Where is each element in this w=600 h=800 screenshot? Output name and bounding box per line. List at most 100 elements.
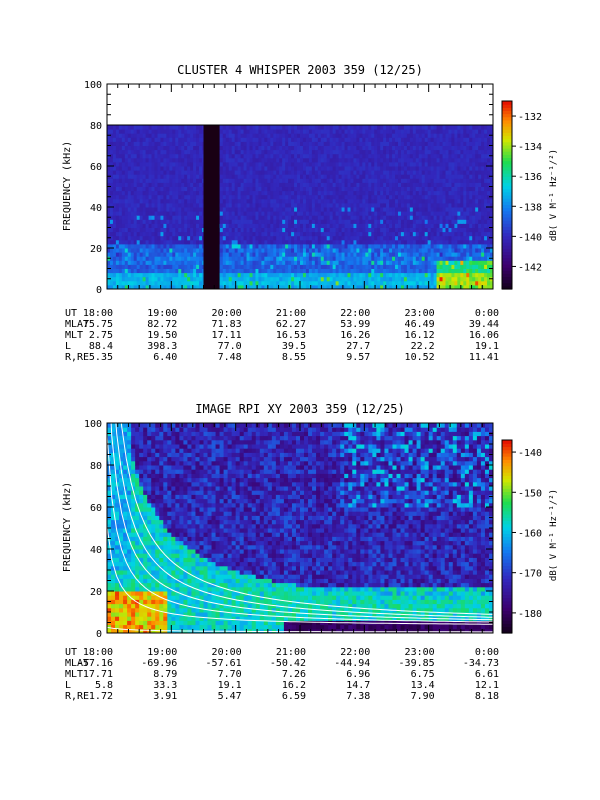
whisper-spectrogram-cell (383, 157, 387, 163)
whisper-spectrogram-cell (386, 207, 390, 212)
whisper-spectrogram-cell (109, 170, 114, 175)
whisper-spectrogram-cell (308, 231, 313, 237)
whisper-spectrogram-cell (222, 272, 227, 278)
whisper-spectrogram-cell (181, 178, 185, 183)
whisper-spectrogram-cell (386, 161, 390, 167)
whisper-spectrogram-cell (442, 149, 446, 155)
whisper-spectrogram-cell (139, 215, 144, 220)
whisper-spectrogram-cell (297, 174, 301, 179)
whisper-spectrogram-cell (356, 252, 360, 257)
whisper-spectrogram-cell (371, 198, 375, 204)
whisper-spectrogram-cell (154, 219, 158, 224)
whisper-spectrogram-cell (332, 161, 337, 167)
whisper-spectrogram-cell (329, 219, 334, 224)
whisper-spectrogram-cell (406, 284, 411, 289)
whisper-spectrogram-cell (347, 133, 351, 138)
whisper-spectrogram-cell (199, 256, 203, 261)
whisper-spectrogram-cell (436, 149, 441, 155)
whisper-spectrogram-cell (107, 137, 111, 142)
whisper-spectrogram-cell (187, 264, 191, 269)
whisper-spectrogram-cell (145, 211, 150, 216)
whisper-spectrogram-cell (415, 174, 420, 179)
whisper-spectrogram-cell (181, 133, 185, 138)
whisper-spectrogram-cell (418, 170, 423, 175)
whisper-spectrogram-cell (107, 186, 111, 192)
whisper-spectrogram-cell (264, 133, 268, 138)
whisper-spectrogram-cell (243, 182, 248, 187)
whisper-spectrogram-cell (415, 202, 420, 208)
whisper-spectrogram-cell (362, 153, 366, 159)
whisper-spectrogram-cell (353, 256, 357, 261)
whisper-spectrogram-cell (163, 133, 167, 138)
whisper-spectrogram-cell (409, 149, 414, 155)
whisper-spectrogram-cell (359, 256, 363, 261)
whisper-spectrogram-cell (157, 268, 161, 274)
whisper-spectrogram-cell (326, 141, 331, 146)
whisper-spectrogram-cell (121, 231, 126, 237)
whisper-spectrogram-cell (451, 157, 455, 163)
whisper-spectrogram-cell (240, 157, 245, 163)
whisper-spectrogram-cell (285, 280, 289, 286)
whisper-spectrogram-cell (320, 141, 325, 146)
whisper-spectrogram-cell (397, 219, 402, 224)
whisper-spectrogram-cell (240, 166, 245, 171)
whisper-spectrogram-cell (190, 129, 194, 134)
whisper-spectrogram-cell (421, 145, 426, 151)
whisper-spectrogram-cell (359, 182, 363, 187)
whisper-spectrogram-cell (225, 211, 230, 216)
whisper-spectrogram-cell (246, 252, 251, 257)
whisper-spectrogram-cell (427, 243, 432, 249)
whisper-spectrogram-cell (297, 149, 301, 155)
whisper-spectrogram-cell (228, 198, 233, 204)
whisper-spectrogram-cell (433, 252, 438, 257)
whisper-spectrogram-cell (356, 264, 360, 269)
whisper-spectrogram-cell (118, 149, 123, 155)
whisper-spectrogram-cell (436, 161, 441, 167)
whisper-spectrogram-cell (460, 137, 464, 142)
whisper-spectrogram-cell (424, 260, 429, 265)
whisper-spectrogram-cell (377, 129, 381, 134)
whisper-spectrogram-cell (219, 231, 224, 237)
whisper-spectrogram-cell (350, 190, 354, 196)
whisper-spectrogram-cell (344, 207, 349, 212)
whisper-spectrogram-cell (317, 166, 322, 171)
whisper-spectrogram-cell (392, 268, 396, 274)
whisper-spectrogram-cell (362, 190, 366, 196)
whisper-spectrogram-cell (187, 272, 191, 278)
whisper-spectrogram-cell (231, 153, 236, 159)
whisper-spectrogram-cell (427, 166, 432, 171)
whisper-spectrogram-cell (338, 194, 343, 200)
whisper-spectrogram-cell (448, 157, 452, 163)
whisper-spectrogram-cell (392, 153, 396, 159)
whisper-spectrogram-cell (439, 268, 444, 274)
whisper-spectrogram-cell (246, 174, 251, 179)
whisper-spectrogram-cell (181, 260, 185, 265)
whisper-spectrogram-cell (356, 133, 360, 138)
whisper-spectrogram-cell (109, 129, 114, 134)
whisper-spectrogram-cell (276, 125, 280, 130)
whisper-spectrogram-cell (240, 264, 245, 269)
whisper-spectrogram-cell (415, 198, 420, 204)
whisper-spectrogram-cell (317, 198, 322, 204)
whisper-spectrogram-cell (409, 178, 414, 183)
whisper-spectrogram-cell (323, 231, 328, 237)
whisper-spectrogram-cell (291, 284, 295, 289)
whisper-spectrogram-cell (475, 227, 479, 233)
whisper-spectrogram-cell (424, 198, 429, 204)
whisper-spectrogram-cell (222, 186, 227, 192)
whisper-spectrogram-cell (409, 243, 414, 249)
whisper-spectrogram-cell (395, 219, 399, 224)
whisper-spectrogram-cell (225, 161, 230, 167)
whisper-spectrogram-cell (314, 231, 319, 237)
whisper-spectrogram-cell (320, 207, 325, 212)
whisper-spectrogram-cell (323, 280, 328, 286)
whisper-spectrogram-cell (139, 284, 144, 289)
whisper-spectrogram-cell (311, 284, 316, 289)
whisper-spectrogram-cell (294, 284, 298, 289)
whisper-spectrogram-cell (314, 276, 319, 282)
whisper-spectrogram-cell (466, 272, 470, 278)
whisper-spectrogram-cell (178, 190, 182, 196)
whisper-spectrogram-cell (323, 207, 328, 212)
whisper-spectrogram-cell (151, 280, 156, 286)
whisper-spectrogram-cell (302, 239, 307, 245)
